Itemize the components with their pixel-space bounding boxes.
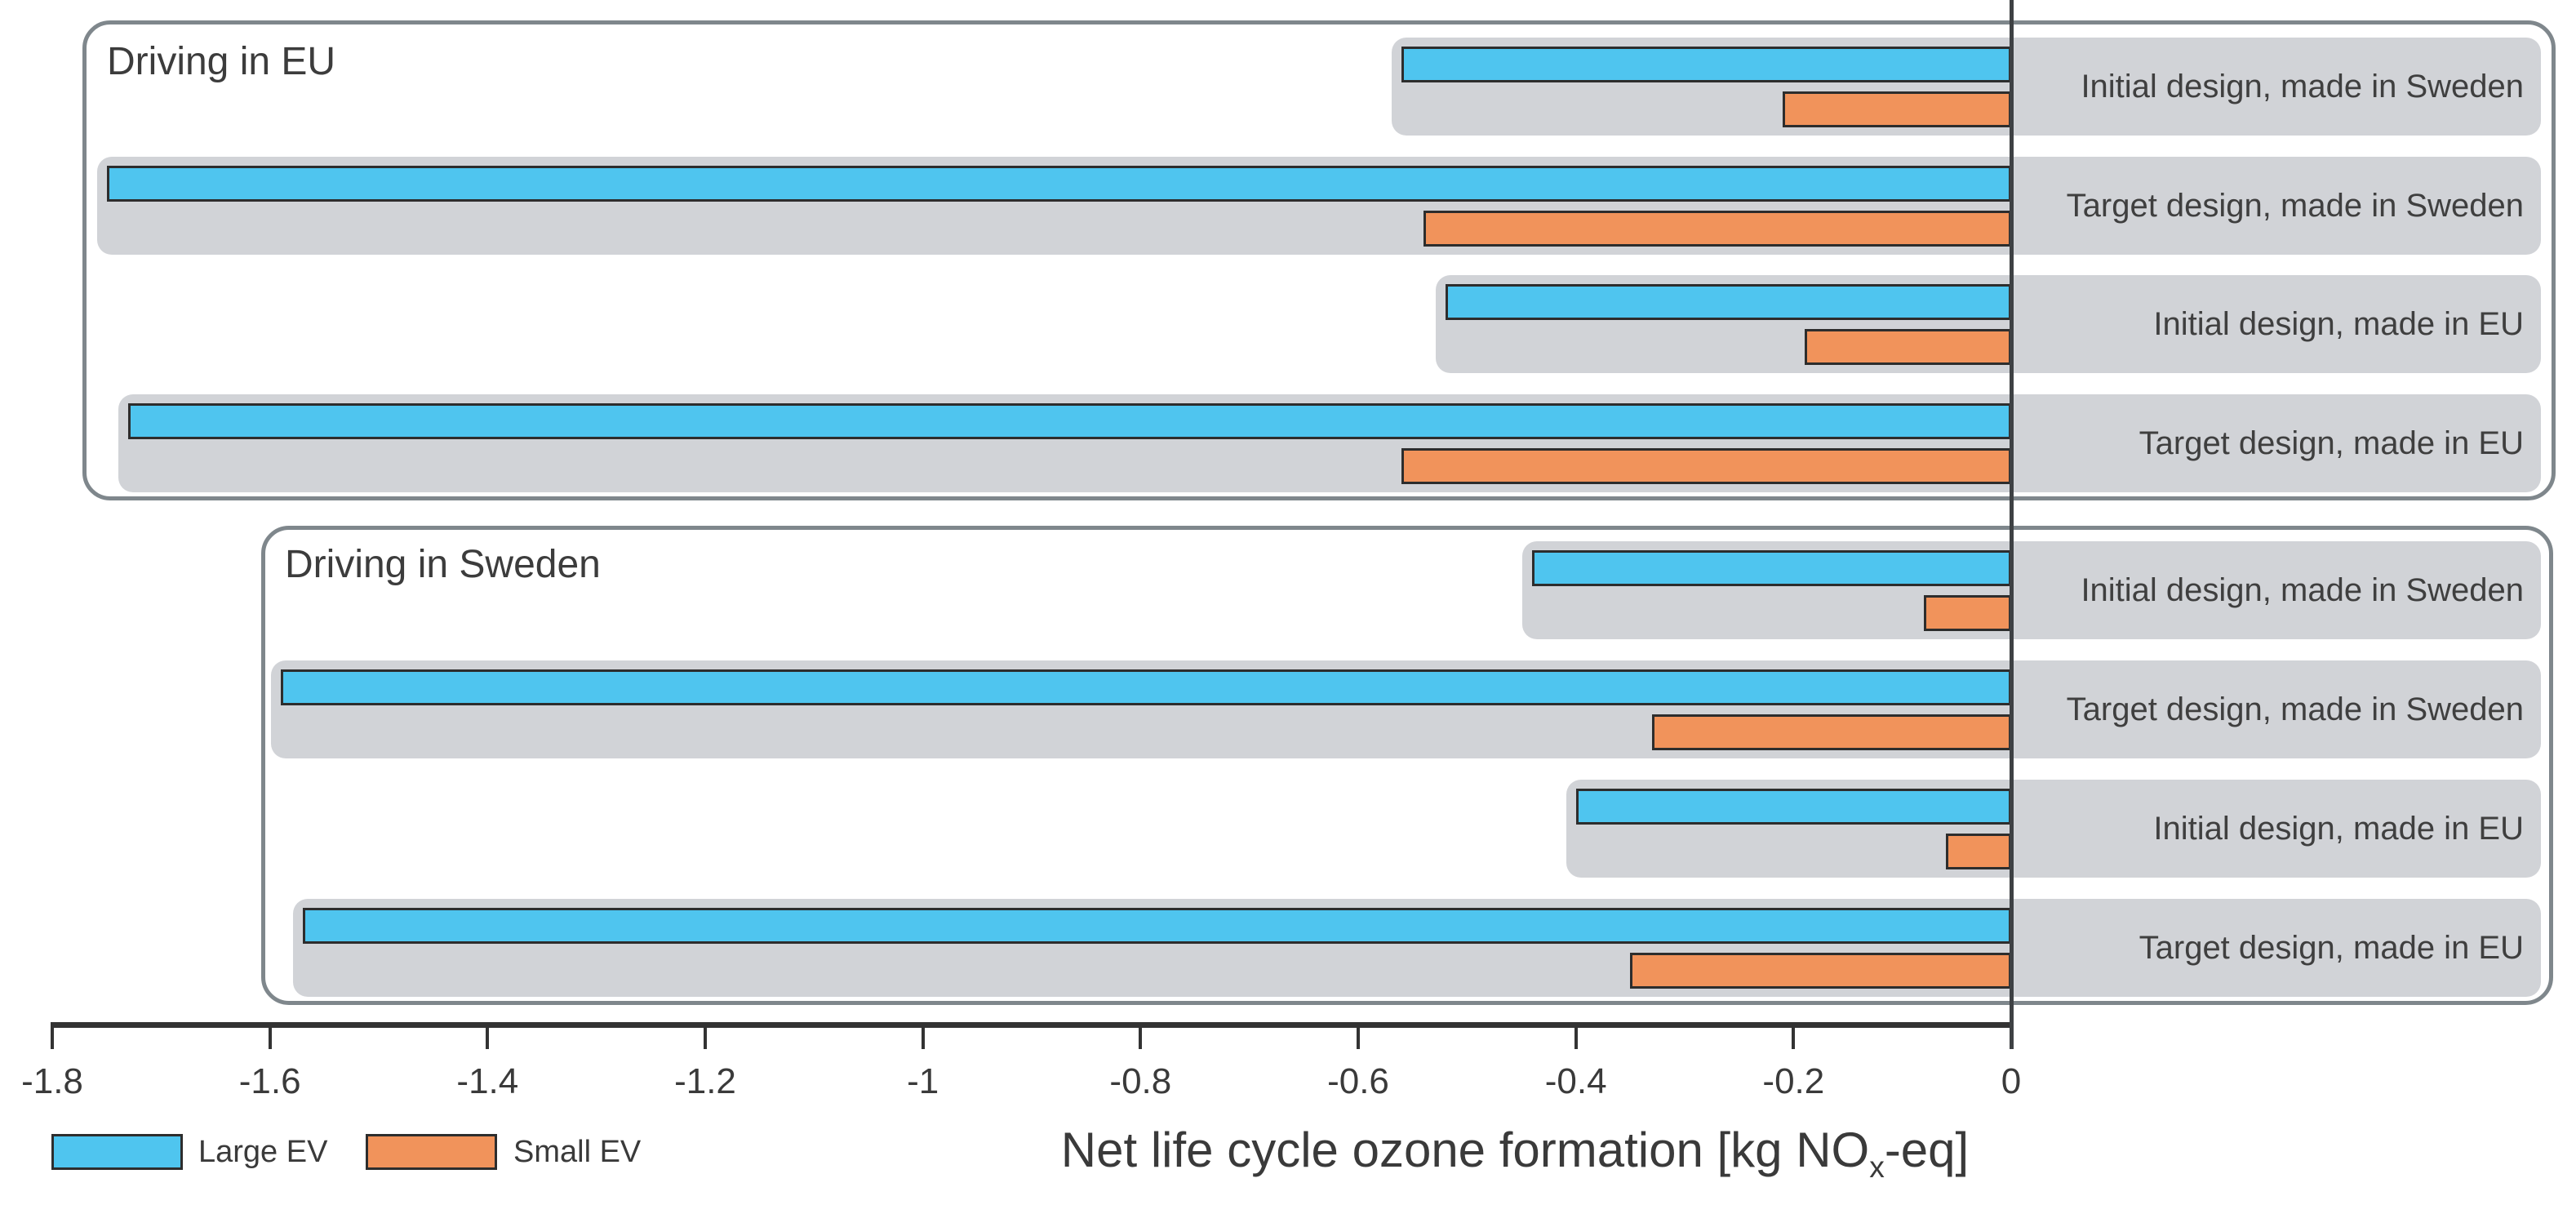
x-tick xyxy=(1792,1028,1796,1049)
large-ev-bar xyxy=(1401,47,2011,82)
row-label: Initial design, made in Sweden xyxy=(2081,571,2524,608)
x-tick-label: -0.2 xyxy=(1762,1061,1825,1101)
panel-title: Driving in Sweden xyxy=(285,543,601,586)
small-ev-bar xyxy=(1804,329,2011,365)
x-axis-title-prefix: Net life cycle ozone formation [kg NO xyxy=(1060,1123,1870,1177)
x-tick-label: -1.8 xyxy=(21,1061,83,1101)
large-ev-bar xyxy=(106,166,2011,202)
row-label: Initial design, made in Sweden xyxy=(2081,68,2524,104)
x-axis-title-subscript: x xyxy=(1869,1149,1885,1184)
x-tick xyxy=(486,1028,490,1049)
small-ev-bar xyxy=(1401,448,2011,484)
panel-driving-in-eu xyxy=(82,20,2556,500)
x-tick xyxy=(51,1028,54,1049)
large-ev-bar xyxy=(1575,789,2011,825)
small-ev-bar xyxy=(1423,211,2011,247)
x-tick-label: -0.8 xyxy=(1109,1061,1172,1101)
large-ev-bar xyxy=(281,669,2011,705)
row-label: Initial design, made in EU xyxy=(2153,810,2524,847)
legend-label-large-ev: Large EV xyxy=(198,1134,328,1169)
row-label: Target design, made in EU xyxy=(2139,425,2524,461)
panel-driving-in-sweden xyxy=(261,526,2553,1005)
x-axis-title-suffix: -eq] xyxy=(1884,1123,1970,1177)
x-tick xyxy=(921,1028,925,1049)
x-tick-label: -1.4 xyxy=(456,1061,519,1101)
row-label: Initial design, made in EU xyxy=(2153,305,2524,342)
legend-swatch-large-ev xyxy=(51,1134,183,1170)
x-tick-label: -1.6 xyxy=(238,1061,301,1101)
panel-title: Driving in EU xyxy=(107,40,336,83)
small-ev-bar xyxy=(1652,714,2011,750)
zero-axis-line xyxy=(2009,0,2014,1049)
x-axis-line xyxy=(51,1022,2014,1028)
x-tick xyxy=(1574,1028,1578,1049)
legend-label-small-ev: Small EV xyxy=(513,1134,642,1169)
large-ev-bar xyxy=(1532,550,2011,586)
x-tick xyxy=(268,1028,272,1049)
x-tick-label: -0.4 xyxy=(1544,1061,1607,1101)
x-tick xyxy=(704,1028,707,1049)
large-ev-bar xyxy=(302,908,2011,944)
row-label: Target design, made in Sweden xyxy=(2066,691,2524,727)
large-ev-bar xyxy=(1445,284,2011,320)
x-tick-label: -1.2 xyxy=(674,1061,736,1101)
legend-swatch-small-ev xyxy=(366,1134,497,1170)
x-tick xyxy=(1357,1028,1360,1049)
x-tick-label: -1 xyxy=(907,1061,939,1101)
row-label: Target design, made in EU xyxy=(2139,929,2524,966)
small-ev-bar xyxy=(1630,953,2011,989)
x-axis-title: Net life cycle ozone formation [kg NOx-e… xyxy=(1061,1122,1969,1185)
row-label: Target design, made in Sweden xyxy=(2066,187,2524,224)
x-tick-label: -0.6 xyxy=(1327,1061,1389,1101)
x-tick xyxy=(1139,1028,1143,1049)
large-ev-bar xyxy=(128,403,2011,439)
x-tick-label: 0 xyxy=(2001,1061,2022,1101)
